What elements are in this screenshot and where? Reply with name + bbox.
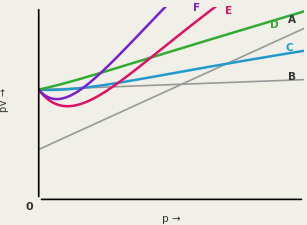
Text: E: E: [224, 6, 232, 16]
Text: 0: 0: [25, 202, 33, 212]
Text: F: F: [193, 3, 200, 13]
Text: pV →: pV →: [0, 88, 9, 112]
Text: C: C: [286, 43, 293, 53]
Text: p →: p →: [162, 214, 181, 224]
Text: B: B: [288, 72, 296, 82]
Text: A: A: [288, 15, 296, 25]
Text: D: D: [270, 20, 278, 30]
